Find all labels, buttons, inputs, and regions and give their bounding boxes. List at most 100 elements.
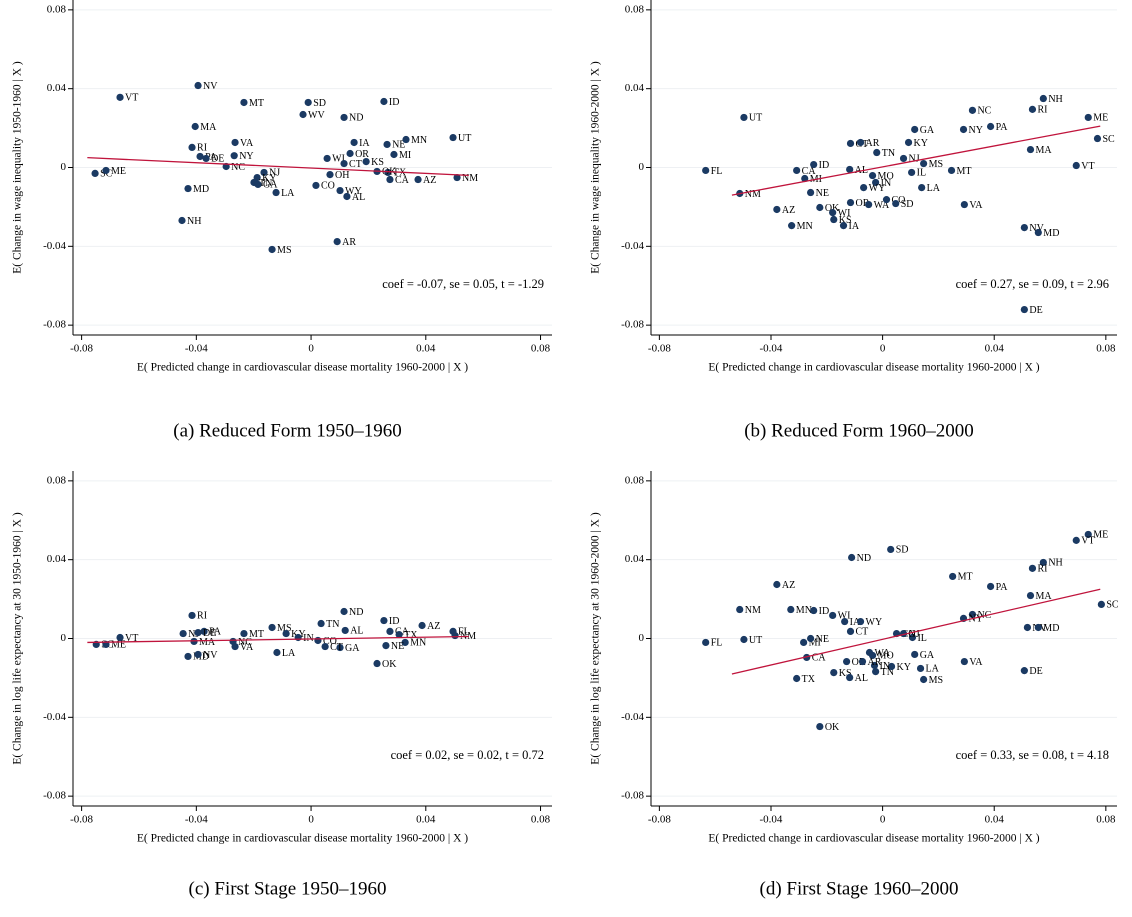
- point: [887, 662, 896, 671]
- y-axis-label: E( Change in log life expectancy at 30 1…: [12, 512, 24, 765]
- point: [346, 149, 354, 158]
- point-label: NE: [391, 641, 404, 652]
- point-label: MN: [411, 135, 427, 146]
- point: [773, 205, 781, 214]
- point-label: UT: [458, 133, 471, 144]
- x-axis-label: E( Predicted change in cardiovascular di…: [137, 362, 468, 374]
- point-label: CA: [812, 653, 827, 664]
- point: [380, 97, 388, 106]
- point-label: WI: [838, 611, 851, 622]
- point-label: RI: [197, 611, 207, 622]
- point-label: TN: [259, 178, 272, 189]
- point: [333, 237, 341, 246]
- y-tick-label: 0.08: [625, 3, 645, 15]
- point: [848, 553, 856, 562]
- point: [1034, 623, 1042, 632]
- point: [1028, 564, 1037, 572]
- point-label: OR: [852, 657, 866, 668]
- point-label: MD: [193, 184, 209, 195]
- point-label: ME: [111, 166, 126, 177]
- point: [350, 138, 358, 147]
- y-tick-label: 0.08: [47, 3, 67, 15]
- point: [858, 657, 867, 666]
- point: [911, 125, 919, 134]
- point: [1039, 558, 1047, 567]
- x-axis-label: E( Predicted change in cardiovascular di…: [708, 833, 1039, 845]
- point: [1026, 591, 1035, 600]
- point: [383, 140, 391, 149]
- point-label: LA: [927, 183, 941, 194]
- point-label: ID: [389, 97, 400, 108]
- point-label: MS: [929, 159, 943, 170]
- point: [340, 607, 348, 616]
- x-tick-label: 0.04: [985, 814, 1005, 826]
- point: [321, 642, 329, 651]
- point-label: TN: [882, 148, 895, 159]
- caption: (d) First Stage 1960–2000: [760, 878, 959, 899]
- x-tick-label: -0.04: [185, 343, 208, 355]
- point: [268, 245, 276, 254]
- x-tick-label: -0.04: [185, 814, 208, 826]
- x-tick-label: 0.08: [531, 814, 551, 826]
- point: [184, 184, 192, 193]
- fit-line: [731, 588, 1101, 675]
- y-tick-label: 0.04: [625, 82, 645, 94]
- point: [240, 629, 248, 638]
- point-label: KY: [897, 662, 911, 673]
- x-tick-label: 0: [880, 814, 886, 826]
- point-label: MS: [929, 675, 943, 686]
- y-tick-label: 0.08: [47, 474, 67, 486]
- point: [839, 222, 848, 230]
- point-label: TN: [881, 667, 894, 678]
- point: [386, 175, 394, 184]
- point-label: SD: [896, 545, 909, 556]
- point: [986, 122, 995, 131]
- point: [240, 98, 248, 107]
- point-label: VT: [1081, 161, 1094, 172]
- point: [260, 168, 268, 177]
- point: [362, 157, 370, 166]
- point-label: ME: [1093, 113, 1108, 124]
- point: [382, 641, 390, 650]
- y-tick-label: 0: [639, 632, 645, 644]
- point: [736, 605, 744, 614]
- point: [872, 178, 880, 187]
- point: [873, 148, 881, 157]
- point-label: MD: [193, 652, 209, 663]
- point: [401, 638, 409, 647]
- x-tick-label: -0.04: [760, 814, 783, 826]
- point-label: VA: [969, 657, 983, 668]
- point: [841, 617, 849, 626]
- x-axis-label: E( Predicted change in cardiovascular di…: [137, 833, 468, 845]
- y-axis-label: E( Change in wage inequality 1960-2000 |…: [590, 61, 602, 274]
- point-label: ID: [389, 616, 400, 627]
- point-label: VT: [125, 633, 138, 644]
- point: [1084, 113, 1092, 122]
- point-label: WA: [874, 200, 890, 211]
- point: [1020, 224, 1028, 232]
- x-tick-label: -0.08: [70, 814, 93, 826]
- point: [194, 81, 202, 90]
- point-label: MD: [1043, 228, 1059, 239]
- x-axis-label: E( Predicted change in cardiovascular di…: [708, 362, 1039, 374]
- x-tick-label: 0.04: [416, 814, 436, 826]
- point: [960, 657, 968, 666]
- panel: -0.08 -0.04 0 0.04 0.08 -0.08 -0.04 0 0.04 0.08 SC…: [12, 0, 552, 441]
- point: [920, 159, 928, 168]
- point: [872, 668, 880, 676]
- point: [116, 93, 124, 101]
- point-label: AR: [342, 237, 356, 248]
- point-label: KY: [262, 173, 276, 184]
- y-tick-label: 0.04: [47, 82, 67, 94]
- point: [1023, 623, 1032, 632]
- point-label: MN: [797, 221, 813, 232]
- point: [949, 572, 957, 581]
- point: [1028, 105, 1037, 113]
- point-label: UT: [749, 113, 762, 124]
- point: [194, 650, 202, 659]
- x-tick-label: 0: [880, 343, 886, 355]
- point: [202, 154, 210, 163]
- point: [418, 621, 426, 630]
- y-tick-label: 0: [61, 161, 67, 173]
